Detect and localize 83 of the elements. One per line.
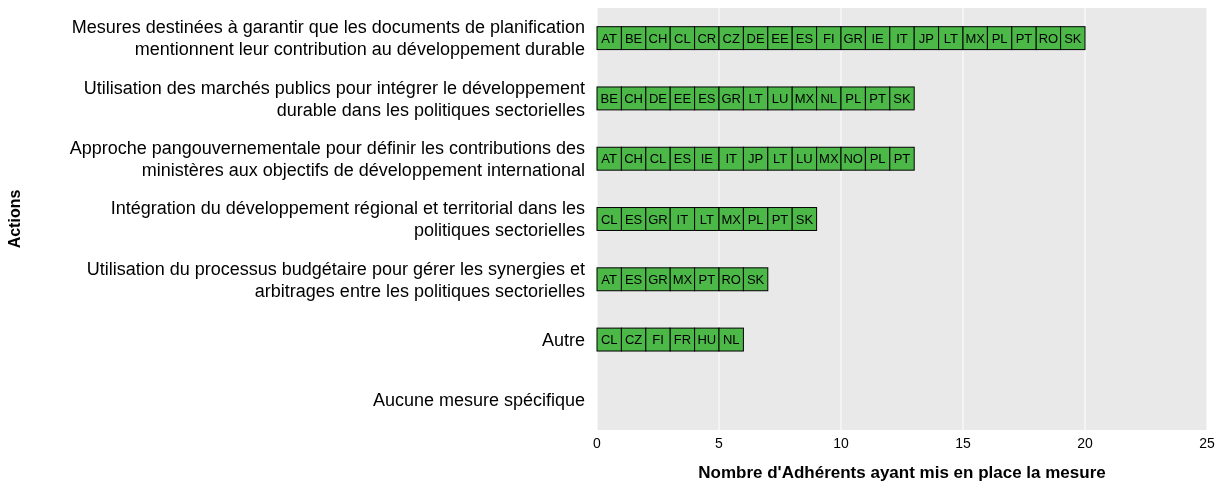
y-axis-title: Actions bbox=[6, 189, 23, 249]
data-label: LT bbox=[772, 151, 788, 167]
data-label: ES bbox=[624, 271, 643, 287]
data-label: IT bbox=[896, 30, 908, 46]
data-label: RO bbox=[721, 271, 741, 287]
data-label: ES bbox=[795, 30, 814, 46]
data-label: SK bbox=[893, 90, 911, 106]
y-tick-label: Autre bbox=[541, 329, 585, 350]
data-label: CH bbox=[624, 90, 643, 106]
data-label: EE bbox=[771, 30, 789, 46]
data-label: DE bbox=[746, 30, 765, 46]
x-tick-label: 5 bbox=[715, 435, 724, 451]
data-label: PL bbox=[869, 151, 886, 167]
data-label: BE bbox=[624, 30, 643, 46]
data-label: PT bbox=[698, 271, 716, 287]
data-label: MX bbox=[965, 30, 986, 46]
data-label: ES bbox=[673, 151, 692, 167]
data-label: MX bbox=[819, 151, 839, 167]
data-label: RO bbox=[1038, 30, 1059, 46]
data-label: AT bbox=[601, 30, 618, 46]
data-label: JP bbox=[918, 30, 934, 46]
data-label: NL bbox=[820, 90, 838, 106]
data-label: EE bbox=[673, 90, 692, 106]
data-label: CR bbox=[697, 30, 717, 46]
data-label: CZ bbox=[624, 332, 643, 348]
data-label: PL bbox=[991, 30, 1008, 46]
data-label: LT bbox=[943, 30, 958, 46]
x-tick-label: 25 bbox=[1199, 435, 1215, 451]
y-tick-label: Mesures destinées à garantir que les documents de planification mentionnent leur contribution au développement durable bbox=[71, 17, 585, 60]
data-label: MX bbox=[794, 90, 815, 106]
data-label: AT bbox=[601, 271, 618, 287]
data-label: GR bbox=[648, 271, 668, 287]
data-label: LU bbox=[771, 90, 789, 106]
data-label: CL bbox=[649, 151, 667, 167]
y-tick-label: Aucune mesure spécifique bbox=[372, 390, 585, 411]
data-label: CL bbox=[600, 332, 618, 348]
data-label: BE bbox=[600, 90, 619, 106]
data-label: DE bbox=[648, 90, 668, 106]
data-label: CL bbox=[600, 211, 618, 227]
data-label: LT bbox=[699, 211, 714, 227]
data-label: CH bbox=[624, 151, 643, 167]
x-tick-label: 20 bbox=[1077, 435, 1093, 451]
data-label: PL bbox=[747, 211, 764, 227]
data-label: IE bbox=[700, 151, 714, 167]
y-tick-label: Utilisation des marchés publics pour intégrer le développement durable dans les politiques sectorielles bbox=[83, 77, 585, 120]
x-tick-label: 15 bbox=[955, 435, 971, 451]
data-label: PL bbox=[845, 90, 862, 106]
data-label: MX bbox=[672, 271, 693, 287]
data-label: GR bbox=[648, 211, 668, 227]
data-label: PT bbox=[1015, 30, 1033, 46]
data-label: AT bbox=[601, 151, 618, 167]
data-label: FR bbox=[673, 332, 692, 348]
data-label: SK bbox=[795, 211, 814, 227]
data-label: LU bbox=[796, 151, 813, 167]
data-label: FI bbox=[823, 30, 835, 46]
data-label: NO bbox=[843, 151, 863, 167]
x-axis-title: Nombre d'Adhérents ayant mis en place la mesure bbox=[698, 463, 1106, 482]
data-label: PT bbox=[771, 211, 789, 227]
data-label: CZ bbox=[722, 30, 740, 46]
data-label: PT bbox=[869, 90, 886, 106]
x-tick-label: 10 bbox=[833, 435, 849, 451]
data-label: NL bbox=[722, 332, 740, 348]
y-tick-label: Intégration du développement régional et territorial dans les politiques sectorielles bbox=[110, 198, 585, 241]
data-label: ES bbox=[624, 211, 643, 227]
data-label: CH bbox=[648, 30, 668, 46]
data-label: PT bbox=[893, 151, 911, 167]
y-tick-label: Utilisation du processus budgétaire pour gérer les synergies et arbitrages entre les politiques sectorielles bbox=[86, 258, 585, 301]
data-label: IT bbox=[725, 151, 738, 167]
data-label: IT bbox=[676, 211, 689, 227]
data-label: SK bbox=[1064, 30, 1082, 46]
y-tick-label: Approche pangouvernementale pour définir les contributions des ministères aux objectifs de développement international bbox=[69, 138, 585, 181]
data-label: SK bbox=[746, 271, 765, 287]
data-label: LT bbox=[748, 90, 763, 106]
data-label: HU bbox=[697, 332, 717, 348]
data-label: GR bbox=[843, 30, 863, 46]
data-label: JP bbox=[748, 151, 764, 167]
data-label: MX bbox=[721, 211, 742, 227]
data-label: IE bbox=[871, 30, 885, 46]
data-label: ES bbox=[698, 90, 716, 106]
x-tick-label: 0 bbox=[593, 435, 602, 451]
data-label: CL bbox=[674, 30, 691, 46]
data-label: GR bbox=[721, 90, 741, 106]
data-label: FI bbox=[652, 332, 664, 348]
